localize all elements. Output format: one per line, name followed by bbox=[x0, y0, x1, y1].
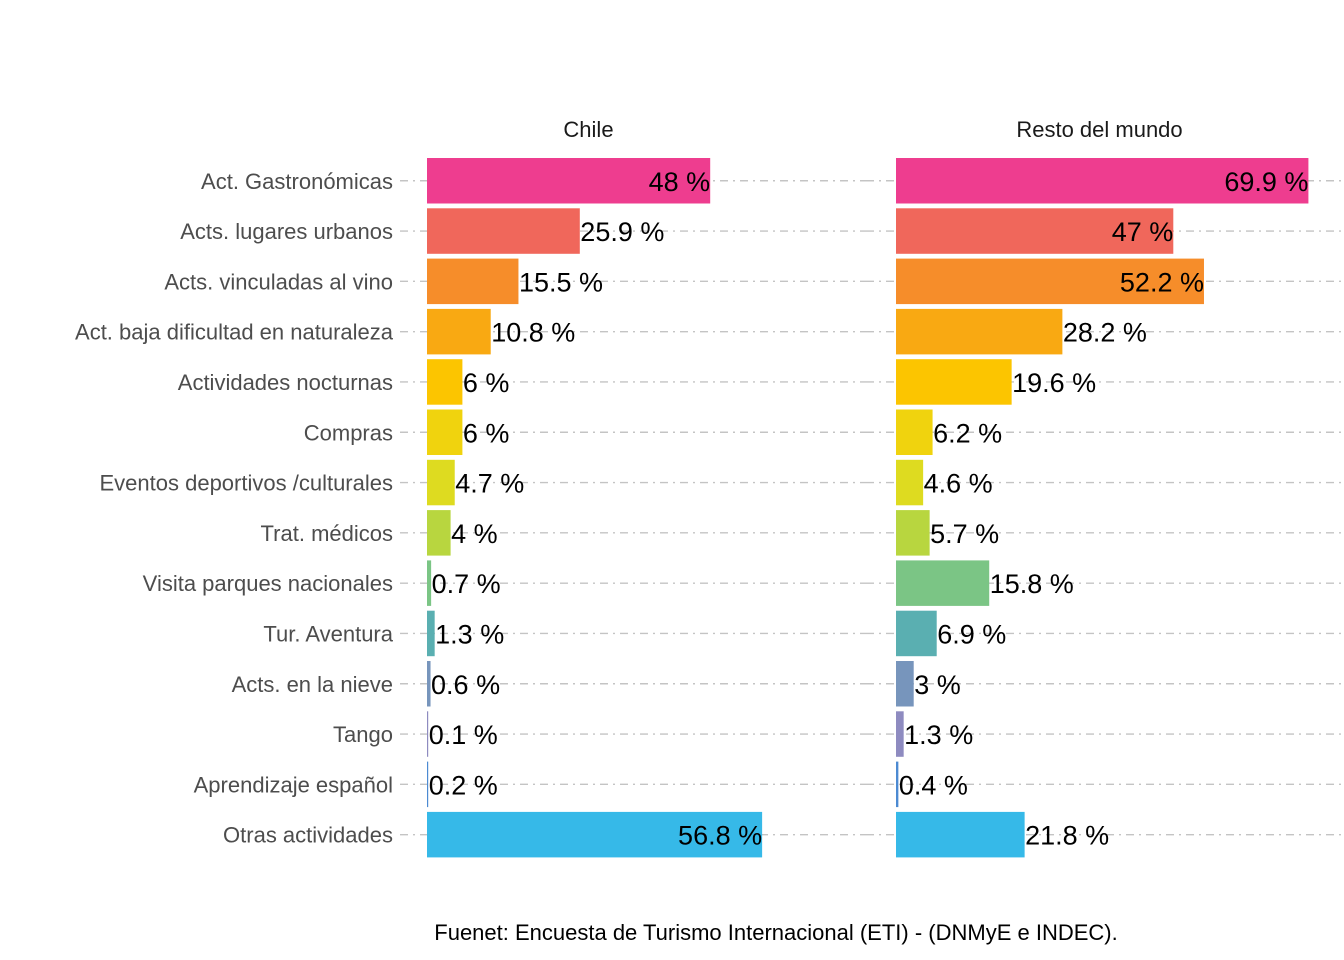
data-label: 21.8 % bbox=[1025, 821, 1109, 851]
category-label: Act. baja dificultad en naturaleza bbox=[75, 320, 394, 345]
data-label: 6 % bbox=[463, 418, 510, 448]
data-label: 1.3 % bbox=[904, 720, 973, 750]
bar bbox=[896, 208, 1174, 254]
bar bbox=[427, 661, 431, 707]
data-label: 4 % bbox=[451, 519, 498, 549]
data-label: 25.9 % bbox=[580, 217, 664, 247]
category-label: Acts. vinculadas al vino bbox=[164, 269, 393, 294]
bar bbox=[896, 761, 899, 808]
data-label: 28.2 % bbox=[1063, 318, 1147, 348]
data-label: 6 % bbox=[463, 368, 510, 398]
data-label: 56.8 % bbox=[678, 821, 762, 851]
bar bbox=[896, 811, 1025, 858]
data-label: 52.2 % bbox=[1120, 267, 1204, 297]
bar bbox=[427, 560, 432, 606]
data-label: 0.4 % bbox=[899, 770, 968, 800]
bar bbox=[896, 409, 933, 455]
bar bbox=[896, 359, 1012, 405]
bar bbox=[427, 308, 491, 355]
bar bbox=[896, 560, 990, 606]
bar bbox=[427, 811, 763, 858]
bar bbox=[427, 761, 429, 808]
category-label: Compras bbox=[304, 420, 393, 445]
category-label: Acts. en la nieve bbox=[232, 672, 393, 697]
data-label: 0.6 % bbox=[431, 670, 500, 700]
category-label: Acts. lugares urbanos bbox=[180, 219, 393, 244]
data-label: 15.8 % bbox=[990, 569, 1074, 599]
facet-title: Resto del mundo bbox=[1016, 117, 1182, 142]
bar bbox=[427, 610, 435, 657]
data-label: 3 % bbox=[914, 670, 961, 700]
bar bbox=[427, 459, 455, 506]
data-label: 6.2 % bbox=[933, 418, 1002, 448]
data-label: 19.6 % bbox=[1012, 368, 1096, 398]
category-label: Tur. Aventura bbox=[263, 621, 393, 646]
category-label: Act. Gastronómicas bbox=[201, 169, 393, 194]
bar bbox=[427, 158, 711, 204]
bar bbox=[896, 510, 930, 556]
data-label: 4.6 % bbox=[924, 469, 993, 499]
data-label: 48 % bbox=[649, 167, 711, 197]
data-label: 1.3 % bbox=[435, 619, 504, 649]
category-label: Eventos deportivos /culturales bbox=[100, 471, 394, 496]
category-label: Trat. médicos bbox=[261, 521, 393, 546]
category-label: Aprendizaje español bbox=[194, 772, 393, 797]
bar bbox=[427, 409, 463, 455]
data-label: 0.7 % bbox=[432, 569, 501, 599]
category-label: Otras actividades bbox=[223, 823, 393, 848]
bar bbox=[427, 258, 519, 305]
bar bbox=[896, 308, 1063, 355]
data-label: 0.2 % bbox=[429, 770, 498, 800]
data-label: 0.1 % bbox=[429, 720, 498, 750]
category-label: Visita parques nacionales bbox=[143, 571, 393, 596]
bar bbox=[896, 459, 924, 506]
bar bbox=[427, 711, 429, 757]
bar bbox=[427, 510, 451, 556]
data-label: 69.9 % bbox=[1224, 167, 1308, 197]
facet-title: Chile bbox=[563, 117, 613, 142]
bar bbox=[896, 711, 904, 757]
bar bbox=[896, 258, 1204, 305]
data-label: 6.9 % bbox=[937, 619, 1006, 649]
category-label: Tango bbox=[333, 722, 393, 747]
data-label: 15.5 % bbox=[519, 267, 603, 297]
data-label: 10.8 % bbox=[491, 318, 575, 348]
bar bbox=[427, 208, 580, 254]
bar bbox=[896, 661, 914, 707]
data-label: 47 % bbox=[1112, 217, 1174, 247]
data-label: 4.7 % bbox=[455, 469, 524, 499]
category-label: Actividades nocturnas bbox=[178, 370, 393, 395]
bar bbox=[896, 610, 937, 657]
chart-caption: Fuenet: Encuesta de Turismo Internaciona… bbox=[434, 920, 1117, 945]
data-label: 5.7 % bbox=[930, 519, 999, 549]
bar bbox=[427, 359, 463, 405]
bar bbox=[896, 158, 1309, 204]
